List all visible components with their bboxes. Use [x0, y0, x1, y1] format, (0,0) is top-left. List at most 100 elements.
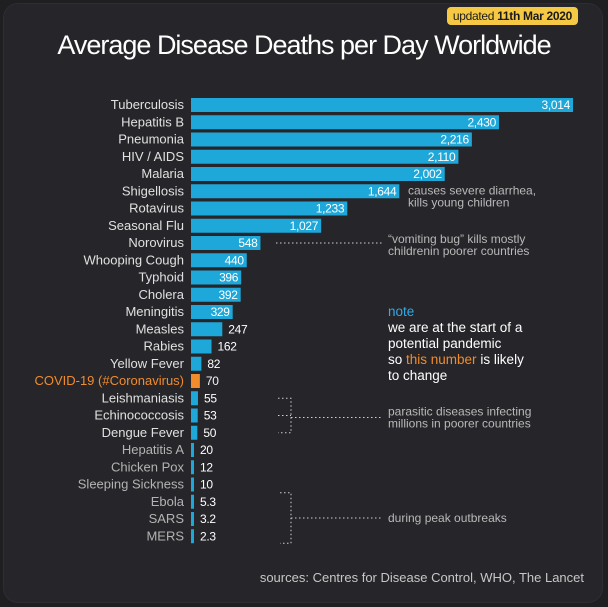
note-label: note [388, 304, 415, 319]
bar-ebola [191, 494, 194, 509]
category-label-rabies: Rabies [144, 339, 185, 354]
category-label-hiv-aids: HIV / AIDS [122, 149, 184, 164]
badge-prefix: updated [452, 9, 495, 23]
category-label-echinococcosis: Echinococcosis [94, 408, 184, 423]
category-label-shigellosis: Shigellosis [122, 183, 185, 198]
value-label-dengue-fever: 50 [203, 426, 216, 440]
note-line-1: we are at the start of a [388, 320, 523, 335]
bar-tuberculosis [191, 98, 573, 112]
note-line-4: to change [388, 368, 448, 383]
category-label-chicken-pox: Chicken Pox [111, 459, 184, 474]
category-label-norovirus: Norovirus [128, 235, 184, 250]
annotation-norovirus-line-2: childrenin poorer countries [388, 244, 529, 258]
bar-shigellosis [191, 184, 400, 199]
value-label-yellow-fever: 82 [207, 357, 220, 371]
bar-measles [191, 322, 223, 337]
value-label-ebola: 5.3 [200, 495, 216, 509]
category-label-rotavirus: Rotavirus [129, 201, 184, 216]
category-label-hepatitis-a: Hepatitis A [122, 442, 184, 457]
value-label-typhoid: 396 [219, 271, 239, 285]
value-label-pneumonia: 2,216 [440, 133, 469, 147]
value-label-shigellosis: 1,644 [368, 184, 397, 198]
category-label-whooping-cough: Whooping Cough [84, 252, 184, 267]
value-label-sleeping-sickness: 10 [200, 478, 213, 492]
bar-rotavirus [191, 201, 348, 216]
badge-date: 11th Mar 2020 [497, 9, 572, 23]
bar-hiv-aids [191, 149, 459, 164]
category-label-tuberculosis: Tuberculosis [111, 97, 185, 112]
category-label-ebola: Ebola [151, 494, 185, 509]
category-label-typhoid: Typhoid [138, 270, 184, 285]
category-label-cholera: Cholera [138, 287, 184, 302]
value-label-rabies: 162 [218, 340, 238, 354]
annotation-shigellosis-line-2: kills young children [408, 195, 509, 209]
bar-meningitis [191, 305, 233, 319]
bar-echinococcosis [191, 408, 198, 423]
pandemic-note: note we are at the start of a potential … [388, 304, 578, 384]
bar-chicken-pox [191, 460, 194, 475]
category-label-mers: MERS [146, 528, 184, 543]
bar-yellow-fever [191, 356, 202, 371]
annotation-parasitic-line-1: parasitic diseases infecting [388, 405, 531, 419]
bar-leishmaniasis [191, 391, 198, 406]
bar-typhoid [191, 270, 242, 285]
bar-pneumonia [191, 132, 472, 147]
value-label-meningitis: 329 [211, 305, 231, 319]
annotation-shigellosis-line-1: causes severe diarrhea, [408, 183, 536, 197]
bar-dengue-fever [191, 425, 198, 440]
note-line-2: potential pandemic [388, 336, 502, 351]
bar-mers [191, 529, 194, 544]
category-label-leishmaniasis: Leishmaniasis [102, 390, 185, 405]
category-label-covid-19-coronavirus: COVID-19 (#Coronavirus) [34, 373, 184, 388]
annotation-norovirus-line-1: “vomiting bug” kills mostly [388, 232, 525, 246]
category-label-pneumonia: Pneumonia [118, 132, 185, 147]
bar-norovirus [191, 236, 261, 250]
category-label-measles: Measles [136, 321, 185, 336]
category-label-hepatitis-b: Hepatitis B [121, 114, 184, 129]
chart-title: Average Disease Deaths per Day Worldwide [57, 30, 551, 60]
category-label-malaria: Malaria [141, 166, 184, 181]
value-label-sars: 3.2 [200, 512, 216, 526]
note-line-3-post: is likely [476, 352, 524, 367]
value-label-norovirus: 548 [238, 236, 258, 250]
bar-malaria [191, 167, 445, 181]
value-label-leishmaniasis: 55 [204, 391, 217, 405]
bar-hepatitis-a [191, 443, 194, 457]
annotation-bracket-outbreaks [280, 492, 292, 544]
updated-badge: updated 11th Mar 2020 [446, 7, 578, 25]
value-label-hiv-aids: 2,110 [428, 150, 456, 164]
category-label-yellow-fever: Yellow Fever [110, 356, 185, 371]
value-label-chicken-pox: 12 [200, 460, 213, 474]
note-line-3-pre: so [388, 352, 407, 367]
value-label-rotavirus: 1,233 [316, 202, 345, 216]
annotation-parasitic-line-2: millions in poorer countries [388, 417, 531, 431]
bar-cholera [191, 287, 241, 302]
value-label-seasonal-flu: 1,027 [290, 219, 319, 233]
value-label-cholera: 392 [219, 288, 239, 302]
note-highlight: this number [406, 352, 477, 367]
bar-rabies [191, 339, 212, 354]
bar-hepatitis-b [191, 115, 499, 130]
value-label-whooping-cough: 440 [225, 253, 245, 267]
value-label-measles: 247 [228, 322, 248, 336]
value-label-covid-19-coronavirus: 70 [206, 374, 219, 388]
value-label-mers: 2.3 [200, 529, 216, 543]
annotation-bracket-parasitic [278, 397, 292, 434]
value-label-malaria: 2,002 [413, 167, 442, 181]
category-label-seasonal-flu: Seasonal Flu [108, 218, 184, 233]
bar-whooping-cough [191, 253, 247, 268]
value-label-hepatitis-a: 20 [200, 443, 213, 457]
bar-sars [191, 512, 194, 526]
category-label-meningitis: Meningitis [125, 304, 184, 319]
value-label-echinococcosis: 53 [204, 409, 217, 423]
category-label-sars: SARS [149, 511, 185, 526]
value-label-tuberculosis: 3,014 [541, 98, 570, 112]
bar-seasonal-flu [191, 218, 322, 233]
bar-covid-19-coronavirus [191, 374, 200, 388]
category-label-sleeping-sickness: Sleeping Sickness [78, 477, 185, 492]
bar-sleeping-sickness [191, 477, 194, 492]
annotation-outbreaks-line-1: during peak outbreaks [388, 511, 507, 525]
value-label-hepatitis-b: 2,430 [467, 115, 496, 129]
sources-text: sources: Centres for Disease Control, WH… [259, 570, 584, 585]
